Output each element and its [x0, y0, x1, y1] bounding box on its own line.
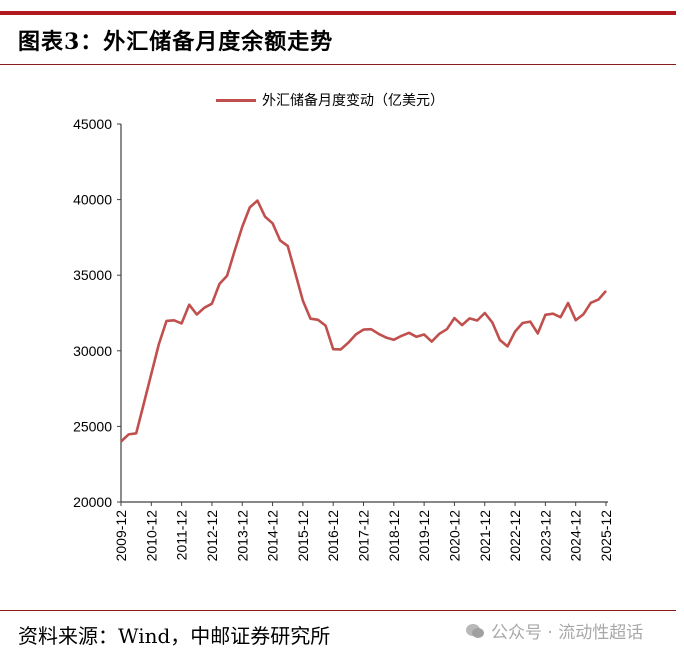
y-tick-label: 40000: [73, 192, 112, 208]
title-divider: [0, 64, 676, 65]
y-tick-label: 35000: [73, 267, 112, 283]
x-tick-label: 2016-12: [325, 510, 341, 562]
x-tick-label: 2014-12: [265, 510, 281, 562]
x-tick-label: 2022-12: [507, 510, 523, 562]
watermark-text: 公众号 · 流动性超话: [491, 623, 644, 643]
x-tick-label: 2018-12: [386, 510, 402, 562]
top-accent-bar: [0, 11, 676, 15]
legend: 外汇储备月度变动（亿美元）: [216, 90, 444, 110]
y-tick-label: 25000: [73, 418, 112, 434]
series-line: [120, 199, 607, 443]
legend-line-swatch: [216, 98, 256, 102]
y-tick-label: 45000: [73, 116, 112, 132]
x-tick-label: 2021-12: [477, 510, 493, 562]
axes: [120, 124, 608, 503]
wechat-icon: [466, 623, 484, 638]
x-tick-label: 2009-12: [113, 510, 129, 562]
source-note: 资料来源：Wind，中邮证券研究所: [18, 624, 331, 648]
watermark: 公众号 · 流动性超话: [465, 618, 643, 643]
x-tick-label: 2015-12: [295, 510, 311, 562]
x-tick-label: 2010-12: [143, 510, 159, 562]
chart-title: 图表3：外汇储备月度余额走势: [18, 29, 334, 55]
x-tick-label: 2023-12: [537, 510, 553, 562]
x-tick-label: 2012-12: [204, 510, 220, 562]
y-tick-label: 20000: [73, 494, 112, 510]
x-tick-label: 2019-12: [416, 510, 432, 562]
legend-label: 外汇储备月度变动（亿美元）: [262, 93, 444, 109]
y-axis-ticks: 20000 25000 30000 35000 40000 45000: [73, 116, 121, 510]
x-tick-label: 2011-12: [174, 510, 190, 561]
x-tick-label: 2025-12: [598, 510, 614, 562]
x-axis-ticks: 2009-12 2010-12 2011-12 2012-12 2013-12 2014-…: [113, 502, 614, 561]
x-tick-label: 2013-12: [234, 510, 250, 562]
x-tick-label: 2024-12: [568, 510, 584, 562]
x-tick-label: 2020-12: [446, 510, 462, 562]
footer-divider: [0, 610, 676, 611]
y-tick-label: 30000: [73, 343, 112, 359]
x-tick-label: 2017-12: [356, 510, 372, 562]
